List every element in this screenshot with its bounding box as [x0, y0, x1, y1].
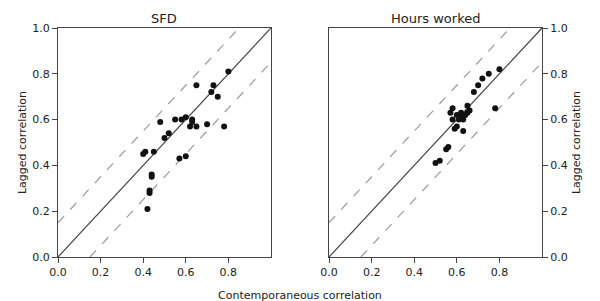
svg-text:0.6: 0.6	[550, 113, 568, 126]
svg-text:1.0: 1.0	[32, 22, 50, 35]
svg-text:0.4: 0.4	[550, 159, 568, 172]
svg-text:Contemporaneous correlation: Contemporaneous correlation	[218, 289, 382, 301]
svg-text:0.6: 0.6	[177, 266, 195, 279]
svg-text:0.8: 0.8	[220, 266, 238, 279]
svg-text:Lagged correlation: Lagged correlation	[570, 91, 583, 194]
svg-text:0.8: 0.8	[32, 68, 50, 81]
svg-text:0.6: 0.6	[448, 266, 466, 279]
svg-text:0.2: 0.2	[550, 205, 568, 218]
svg-text:SFD: SFD	[151, 11, 177, 26]
svg-text:0.6: 0.6	[32, 113, 50, 126]
svg-text:0.0: 0.0	[320, 266, 338, 279]
svg-text:0.4: 0.4	[405, 266, 423, 279]
svg-text:Lagged correlation: Lagged correlation	[16, 91, 29, 194]
svg-text:0.2: 0.2	[92, 266, 110, 279]
svg-text:0.4: 0.4	[32, 159, 50, 172]
svg-text:0.0: 0.0	[49, 266, 67, 279]
svg-text:Hours worked: Hours worked	[391, 11, 480, 26]
svg-text:0.2: 0.2	[32, 205, 50, 218]
svg-text:0.8: 0.8	[491, 266, 509, 279]
svg-text:0.0: 0.0	[550, 251, 568, 264]
svg-text:0.0: 0.0	[32, 251, 50, 264]
svg-text:1.0: 1.0	[550, 22, 568, 35]
svg-text:0.2: 0.2	[363, 266, 381, 279]
svg-text:0.4: 0.4	[134, 266, 152, 279]
svg-text:0.8: 0.8	[550, 68, 568, 81]
